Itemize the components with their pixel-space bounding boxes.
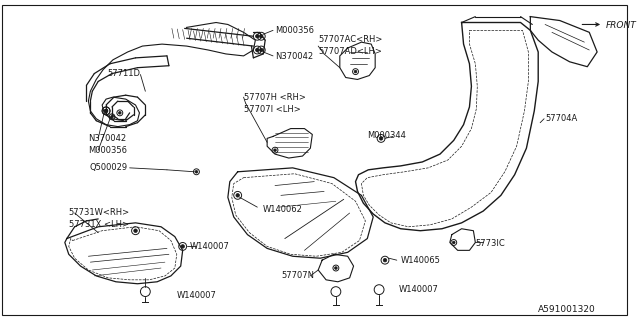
- Circle shape: [255, 35, 259, 38]
- Circle shape: [380, 137, 383, 140]
- Text: 57707H <RH>: 57707H <RH>: [244, 93, 305, 102]
- Circle shape: [111, 116, 113, 118]
- Circle shape: [354, 70, 357, 73]
- Text: W140007: W140007: [189, 242, 229, 251]
- Circle shape: [274, 149, 276, 151]
- Circle shape: [335, 267, 337, 269]
- Text: M000356: M000356: [275, 26, 314, 35]
- Text: 57707N: 57707N: [282, 271, 314, 280]
- Text: 57711D: 57711D: [108, 69, 140, 78]
- Text: W140007: W140007: [399, 285, 438, 294]
- Text: W140065: W140065: [401, 256, 440, 265]
- Circle shape: [259, 35, 263, 38]
- Circle shape: [134, 229, 138, 233]
- Circle shape: [452, 241, 455, 244]
- Circle shape: [259, 48, 263, 52]
- Text: 57731X <LH>: 57731X <LH>: [68, 220, 129, 229]
- Circle shape: [383, 259, 387, 262]
- Circle shape: [236, 194, 239, 197]
- Circle shape: [118, 112, 121, 114]
- Circle shape: [195, 171, 198, 173]
- Text: M000344: M000344: [367, 131, 406, 140]
- Text: M000356: M000356: [88, 146, 127, 155]
- Text: 57707AD<LH>: 57707AD<LH>: [318, 47, 382, 56]
- Text: 57707I <LH>: 57707I <LH>: [244, 105, 300, 115]
- Circle shape: [181, 245, 184, 248]
- Text: W140062: W140062: [263, 204, 303, 214]
- Text: A591001320: A591001320: [538, 305, 596, 314]
- Circle shape: [255, 48, 259, 52]
- Text: Q500029: Q500029: [90, 163, 127, 172]
- Text: 5773IC: 5773IC: [476, 239, 505, 248]
- Text: 57731W<RH>: 57731W<RH>: [68, 208, 130, 217]
- Text: N370042: N370042: [275, 52, 313, 61]
- Text: 57707AC<RH>: 57707AC<RH>: [318, 35, 383, 44]
- Text: FRONT: FRONT: [606, 21, 637, 30]
- Text: 57704A: 57704A: [545, 114, 577, 123]
- Text: W140007: W140007: [177, 291, 217, 300]
- Circle shape: [104, 109, 108, 113]
- Text: N370042: N370042: [88, 134, 127, 143]
- Circle shape: [104, 109, 108, 113]
